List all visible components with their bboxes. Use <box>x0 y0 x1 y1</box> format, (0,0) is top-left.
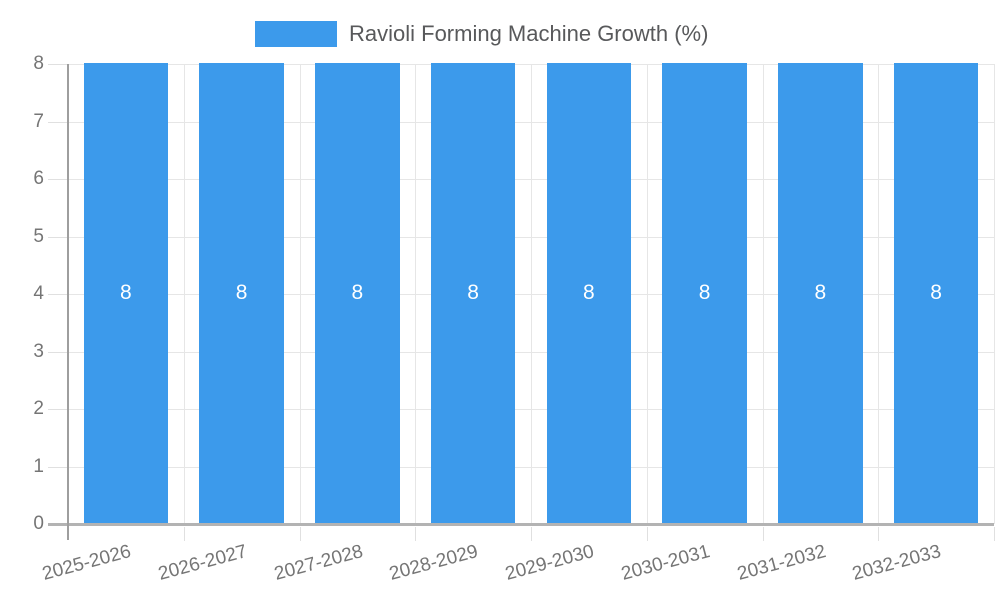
x-tick-label: 2030-2031 <box>618 541 713 585</box>
x-tick <box>878 527 880 541</box>
bar-value-label: 8 <box>930 281 942 304</box>
y-tick-label: 2 <box>33 398 44 419</box>
legend-label: Ravioli Forming Machine Growth (%) <box>349 21 709 46</box>
bar[interactable] <box>662 63 747 523</box>
bar-value-label: 8 <box>698 281 711 304</box>
bar[interactable] <box>546 63 632 523</box>
y-tick-label: 0 <box>33 513 44 534</box>
x-tick <box>994 527 995 541</box>
bar[interactable] <box>199 63 284 523</box>
x-tick-label: 2027-2028 <box>271 541 365 585</box>
y-tick-label: 3 <box>33 340 44 362</box>
x-tick-label: 2026-2027 <box>155 541 250 585</box>
x-tick-label: 2025-2026 <box>40 541 134 585</box>
gridline-vertical <box>415 64 417 524</box>
y-tick <box>48 294 68 295</box>
y-tick-label: 8 <box>33 53 44 74</box>
x-tick <box>646 527 648 541</box>
y-tick-label: 6 <box>33 168 44 189</box>
y-tick <box>48 409 68 410</box>
bar-value-label: 8 <box>814 281 827 304</box>
y-axis-line <box>67 64 69 540</box>
gridline-vertical <box>531 64 532 524</box>
gridline-vertical <box>183 64 185 524</box>
gridline-vertical <box>994 64 995 524</box>
y-tick-label: 5 <box>33 225 44 247</box>
y-tick <box>48 121 68 123</box>
y-tick <box>48 351 68 353</box>
x-tick-label: 2031-2032 <box>734 541 828 585</box>
x-tick <box>299 527 301 541</box>
gridline-vertical <box>762 64 764 524</box>
bar[interactable] <box>893 63 979 523</box>
y-tick <box>48 179 68 180</box>
y-tick-label: 1 <box>33 455 44 477</box>
x-tick-label: 2029-2030 <box>503 541 597 585</box>
bar[interactable] <box>83 63 169 523</box>
bar-value-label: 8 <box>583 281 595 304</box>
x-tick <box>531 527 532 541</box>
y-tick-label: 7 <box>33 110 44 132</box>
bar-value-label: 8 <box>351 281 364 304</box>
bar[interactable] <box>430 63 516 523</box>
y-tick <box>48 64 68 65</box>
y-tick-label: 4 <box>33 283 44 304</box>
legend-item[interactable]: Ravioli Forming Machine Growth (%) <box>255 21 708 47</box>
bar[interactable] <box>778 63 863 523</box>
legend-swatch-icon <box>255 21 337 47</box>
x-tick-label: 2028-2029 <box>387 541 481 585</box>
bar-value-label: 8 <box>235 281 248 304</box>
bar-value-label: 8 <box>467 281 479 304</box>
bar-value-label: 8 <box>120 281 132 304</box>
x-tick <box>183 527 185 541</box>
gridline-vertical <box>299 64 301 524</box>
gridline-vertical <box>878 64 880 524</box>
x-tick <box>415 527 417 541</box>
y-tick <box>48 236 68 238</box>
gridline-vertical <box>646 64 648 524</box>
x-axis-line <box>48 523 994 526</box>
y-tick <box>48 466 68 468</box>
x-tick <box>762 527 764 541</box>
bar[interactable] <box>315 63 400 523</box>
x-tick-label: 2032-2033 <box>850 541 944 585</box>
